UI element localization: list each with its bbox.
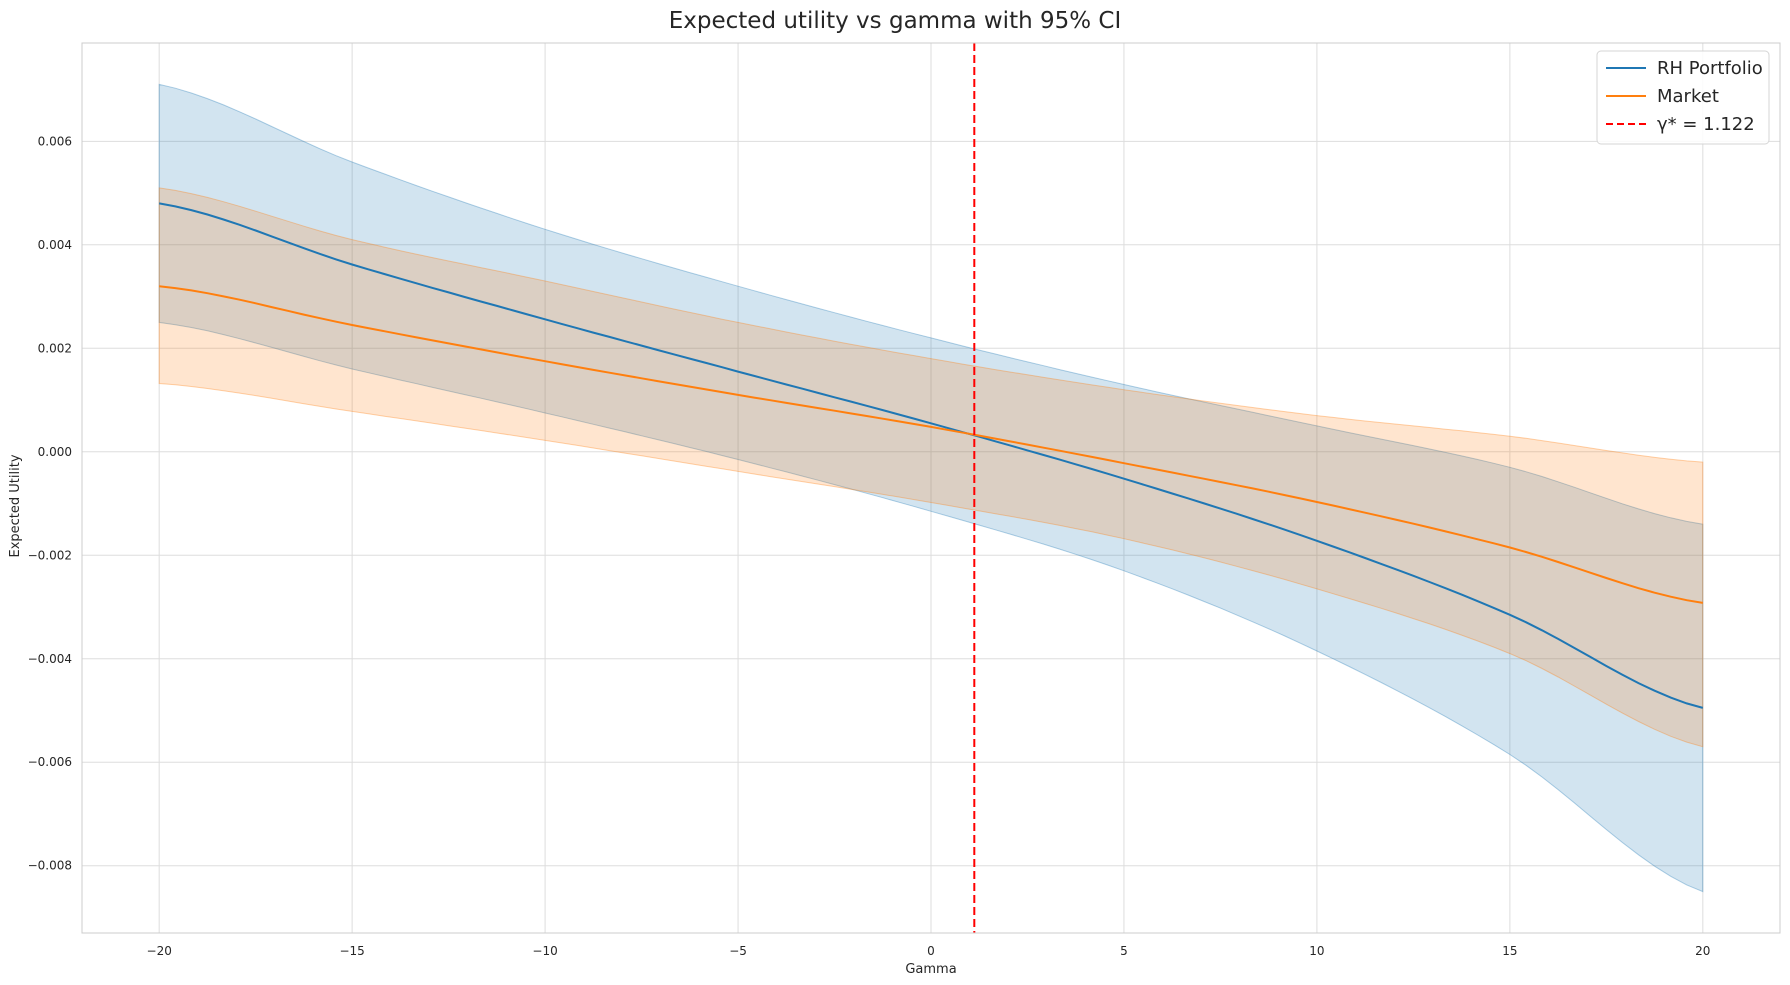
legend-label: γ* = 1.122 xyxy=(1657,114,1755,135)
legend: RH Portfolio Market γ* = 1.122 xyxy=(1596,50,1770,145)
grid xyxy=(82,43,1780,933)
y-axis-label: Expected Utility xyxy=(8,454,23,557)
x-tick-label: −20 xyxy=(147,944,172,958)
y-tick-label: 0.004 xyxy=(38,238,72,252)
legend-box xyxy=(1596,50,1770,145)
x-tick-label: 15 xyxy=(1502,944,1517,958)
series-line-rh-portfolio xyxy=(159,202,1704,709)
y-tick-label: −0.002 xyxy=(28,548,72,562)
y-tick-label: 0.000 xyxy=(38,445,72,459)
x-tick-label: −10 xyxy=(532,944,557,958)
y-tick-label: 0.006 xyxy=(38,134,72,148)
y-tick-label: −0.006 xyxy=(28,755,72,769)
y-tick-labels: −0.008 −0.006 −0.004 −0.002 0.000 0.002 0.004 0… xyxy=(28,134,72,872)
y-tick-label: 0.002 xyxy=(38,341,72,355)
chart-title: Expected utility vs gamma with 95% CI xyxy=(669,8,1122,34)
legend-label: Market xyxy=(1657,86,1719,107)
ci-band-market xyxy=(158,187,1704,748)
ci-band-rh-portfolio xyxy=(158,83,1704,893)
plot-frame xyxy=(81,42,1781,934)
x-tick-label: −5 xyxy=(729,944,747,958)
x-tick-label: 5 xyxy=(1120,944,1128,958)
x-tick-label: 10 xyxy=(1309,944,1324,958)
series-lines xyxy=(159,202,1704,709)
y-tick-label: −0.004 xyxy=(28,652,72,666)
confidence-bands xyxy=(158,83,1704,893)
legend-label: RH Portfolio xyxy=(1657,58,1763,79)
x-tick-label: −15 xyxy=(339,944,364,958)
x-tick-label: 20 xyxy=(1695,944,1710,958)
x-tick-labels: −20 −15 −10 −5 0 5 10 15 20 xyxy=(147,944,1711,958)
x-axis-label: Gamma xyxy=(905,962,956,977)
series-line-market xyxy=(159,285,1703,604)
y-tick-label: −0.008 xyxy=(28,859,72,873)
x-tick-label: 0 xyxy=(927,944,935,958)
